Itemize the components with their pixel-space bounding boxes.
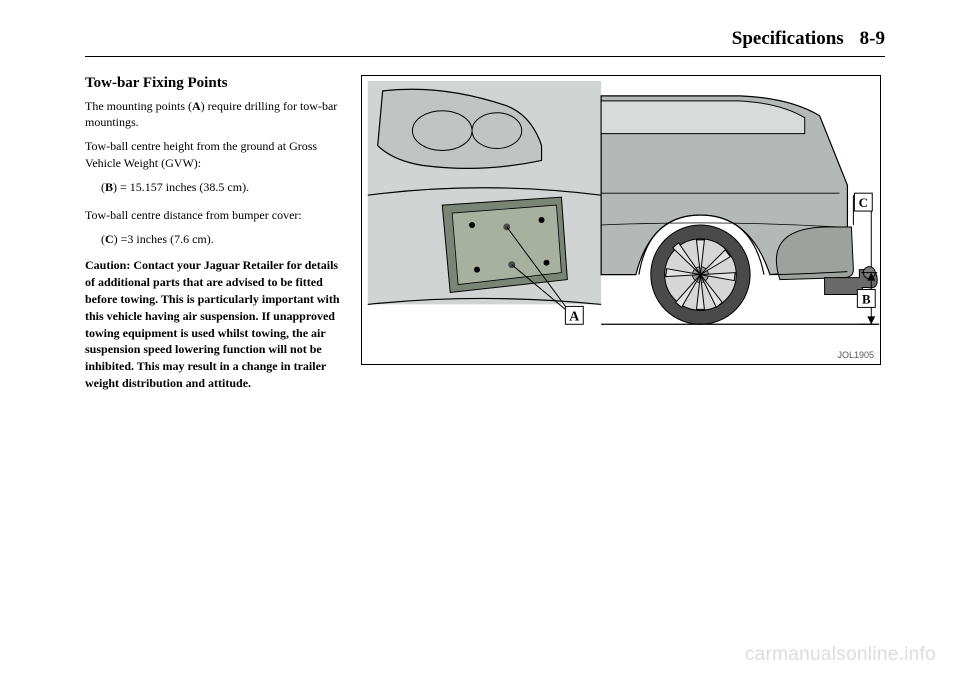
p3i-post: ) =3 inches (7.6 cm). (114, 232, 214, 246)
paragraph-2: Tow-ball centre height from the ground a… (85, 138, 345, 170)
p2i-bold-B: B (105, 180, 113, 194)
page-header: Specifications 8-9 (85, 28, 885, 57)
p3i-bold-C: C (105, 232, 114, 246)
p1-pre: The mounting points ( (85, 99, 192, 113)
text-column: Tow-bar Fixing Points The mounting point… (85, 75, 345, 392)
paragraph-1: The mounting points (A) require drilling… (85, 98, 345, 130)
p1-bold-A: A (192, 99, 201, 113)
p2i-post: ) = 15.157 inches (38.5 cm). (113, 180, 249, 194)
caution-text: Caution: Contact your Jaguar Retailer fo… (85, 257, 345, 391)
section-title: Tow-bar Fixing Points (85, 75, 345, 92)
label-A: A (569, 309, 579, 324)
figure-code: JOL1905 (837, 350, 874, 360)
watermark: carmanualsonline.info (745, 644, 936, 666)
header-title: Specifications (732, 28, 844, 50)
label-C: C (859, 195, 868, 210)
header-page-number: 8-9 (860, 28, 885, 50)
paragraph-2-indent: (B) = 15.157 inches (38.5 cm). (101, 179, 345, 195)
paragraph-3: Tow-ball centre distance from bumper cov… (85, 207, 345, 223)
label-B: B (862, 291, 871, 306)
paragraph-3-indent: (C) =3 inches (7.6 cm). (101, 231, 345, 247)
tow-bar-diagram: A (361, 75, 881, 365)
